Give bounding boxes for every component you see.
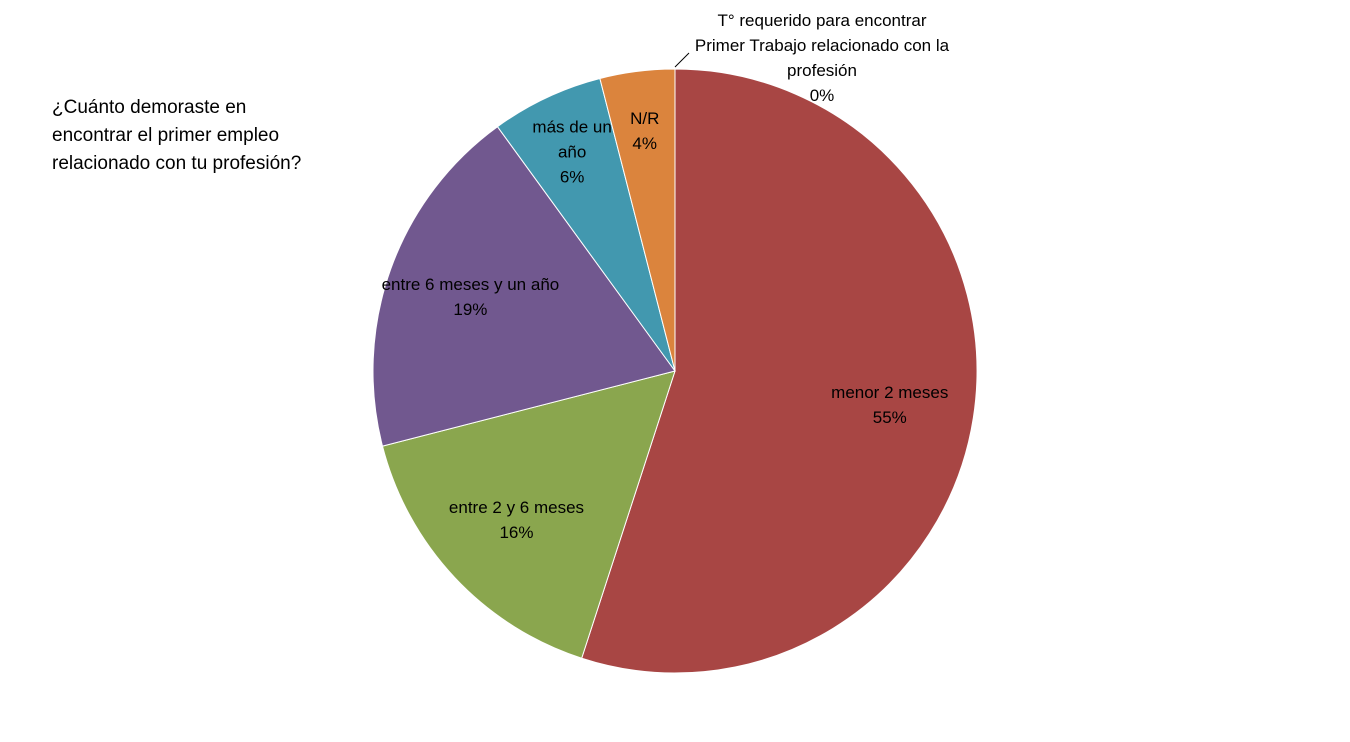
value-label: 16% [499, 522, 534, 542]
value-label: 19% [453, 300, 488, 320]
pie-slice [381, 370, 676, 659]
data-label: menor 2 meses 55% [790, 380, 990, 430]
data-label: entre 2 y 6 meses 16% [416, 495, 616, 545]
data-label: N/R 4% [600, 106, 690, 156]
leader-line [674, 52, 690, 68]
value-label: 6% [559, 167, 585, 187]
value-label: 4% [632, 134, 657, 154]
value-label: 0% [809, 86, 835, 105]
data-label: T° requerido para encontrar Primer Traba… [692, 8, 952, 108]
pie-slice [581, 68, 978, 674]
category-label: más de un año [532, 117, 612, 162]
category-label: entre 2 y 6 meses [448, 497, 585, 517]
category-label: T° requerido para encontrar Primer Traba… [694, 11, 950, 80]
category-label: entre 6 meses y un año [381, 275, 560, 295]
value-label: 55% [872, 408, 907, 427]
pie-slice [599, 68, 676, 372]
category-label: N/R [630, 109, 660, 129]
data-label: entre 6 meses y un año 19% [370, 272, 570, 322]
chart-title: ¿Cuánto demoraste en encontrar el primer… [52, 97, 302, 174]
pie-slice [372, 125, 676, 447]
data-label: más de un año 6% [527, 115, 617, 190]
category-label: menor 2 meses [831, 383, 949, 402]
